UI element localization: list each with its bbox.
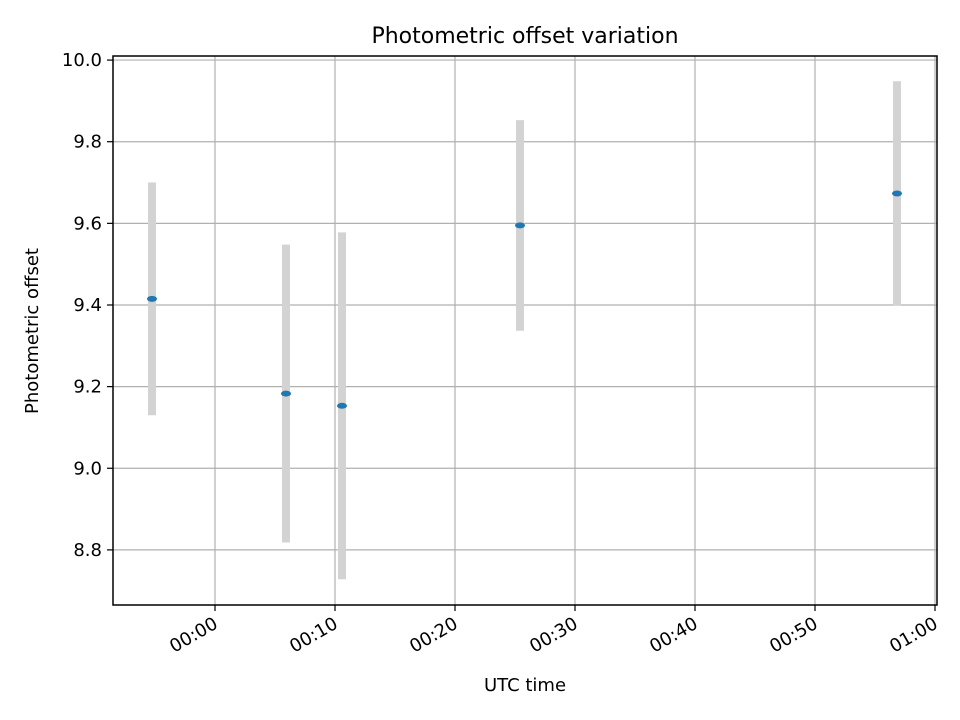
data-point xyxy=(147,295,157,302)
data-point xyxy=(337,402,347,409)
y-tick-label: 9.4 xyxy=(73,295,102,316)
y-tick-label: 9.0 xyxy=(73,458,102,479)
y-tick-label: 9.6 xyxy=(73,213,102,234)
grid xyxy=(113,56,937,605)
y-tick-label: 9.8 xyxy=(73,132,102,153)
y-tick-label: 8.8 xyxy=(73,540,102,561)
chart-title: Photometric offset variation xyxy=(371,24,678,49)
data-point xyxy=(281,390,291,397)
data-point xyxy=(892,190,902,197)
plot-area-frame xyxy=(112,55,938,606)
y-axis-label: Photometric offset xyxy=(22,248,43,414)
data-points xyxy=(147,190,902,409)
y-tick-label: 9.2 xyxy=(73,377,102,398)
y-tick-label: 10.0 xyxy=(62,50,102,71)
data-point xyxy=(515,222,525,229)
x-axis-label: UTC time xyxy=(484,675,566,696)
